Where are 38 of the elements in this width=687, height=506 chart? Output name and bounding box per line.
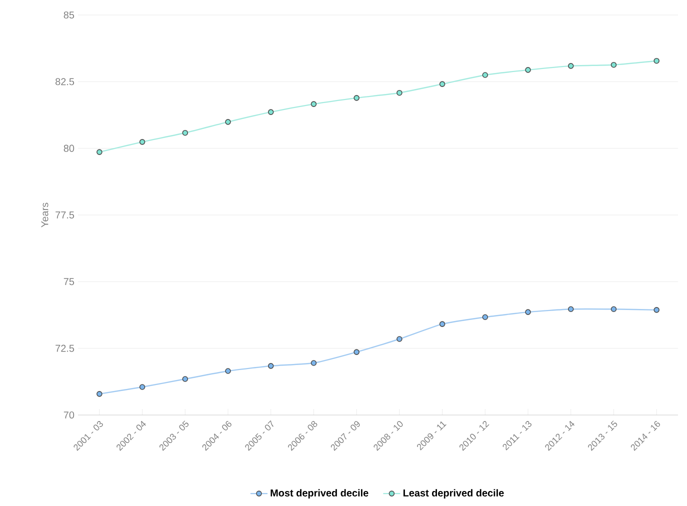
point [482,314,488,320]
point [310,360,317,366]
point [525,67,531,73]
point [354,349,360,355]
point [482,72,488,78]
y-tick-label: 70 [64,411,74,419]
point [268,109,274,115]
point [568,306,574,312]
point [568,63,574,69]
y-tick-label: 75 [64,278,74,286]
point [654,307,660,313]
y-tick-label: 85 [64,11,74,19]
point [182,130,188,136]
y-axis-title: Years [41,202,48,228]
point [139,139,146,145]
point [396,336,402,342]
y-tick-label: 77.5 [56,212,74,218]
point [525,309,531,315]
legend-label: Most deprived decile [270,489,368,498]
point [310,101,317,107]
point [268,363,274,369]
point [439,321,446,327]
point [182,376,188,382]
point [139,384,146,390]
point [396,90,402,96]
point [225,119,231,125]
y-tick-label: 82.5 [56,78,74,86]
point [96,391,102,397]
point [610,62,617,68]
point [654,58,660,64]
legend-label: Least deprived decile [403,489,504,498]
point [610,306,617,312]
y-tick-label: 72.5 [56,344,74,352]
point [96,149,102,155]
point [439,81,446,87]
point [225,368,231,374]
y-tick-label: 80 [64,144,74,152]
point [354,95,360,101]
